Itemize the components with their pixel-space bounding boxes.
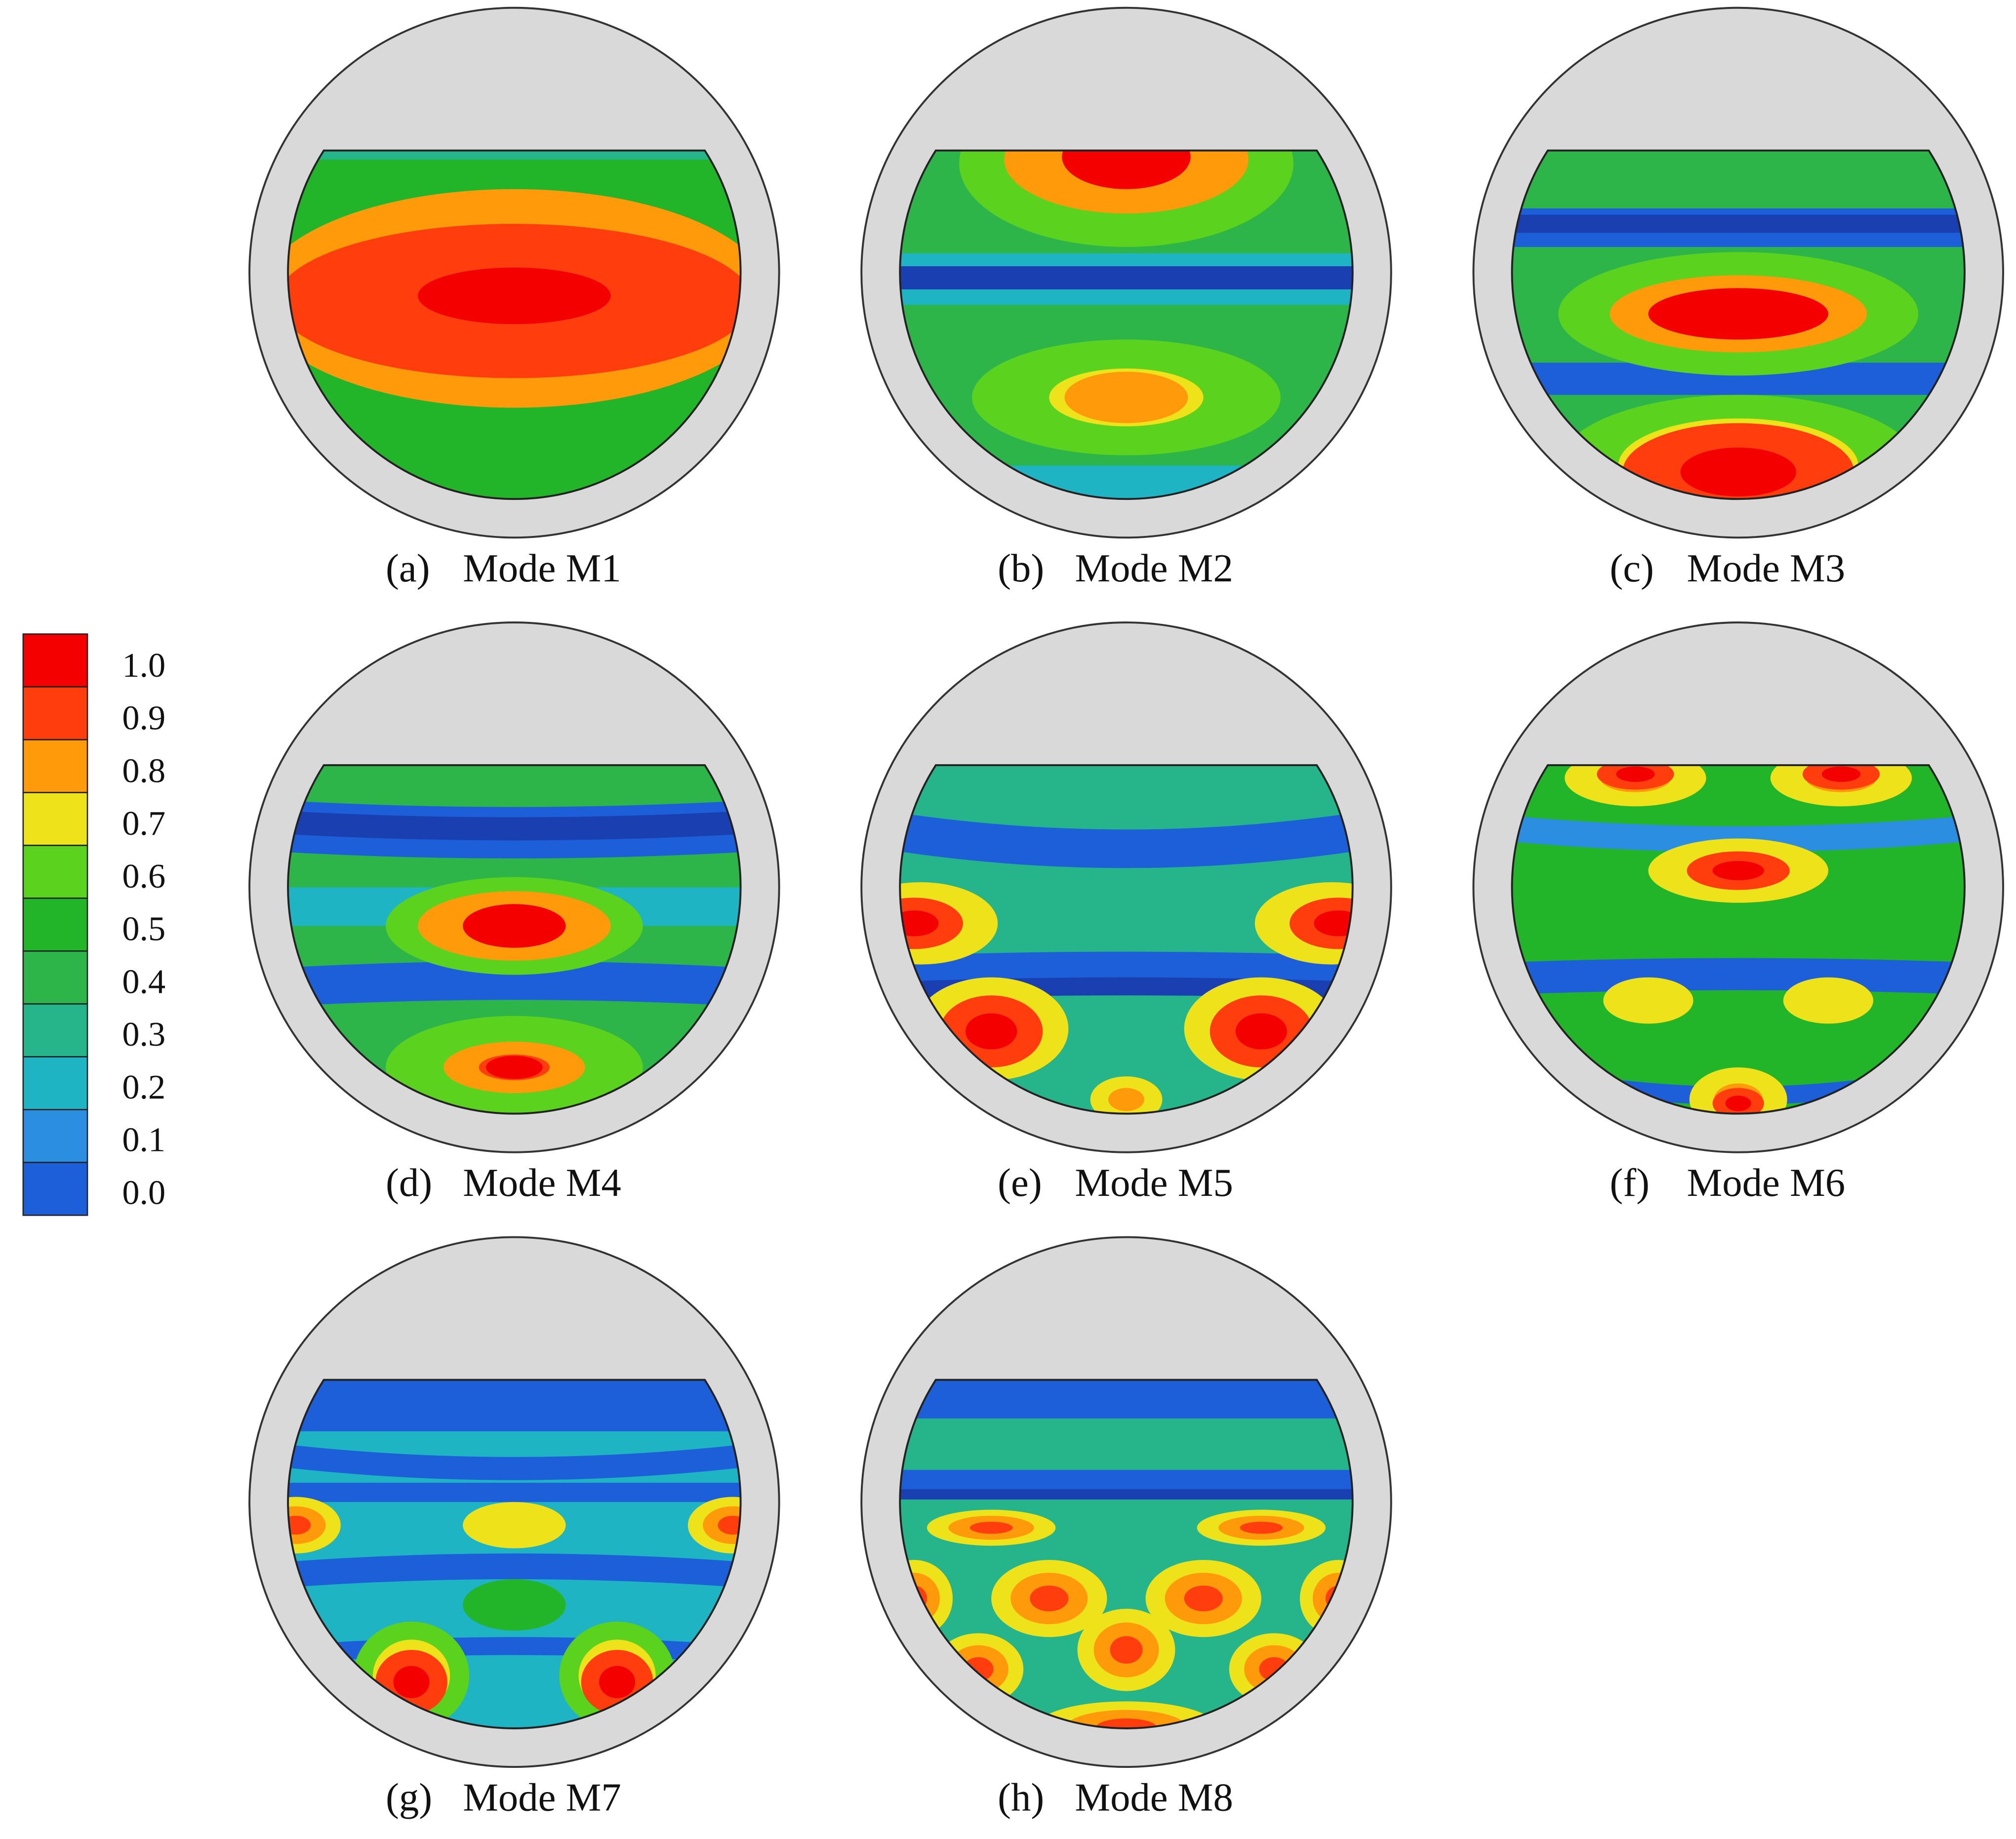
colorbar-label: 0.3	[122, 1015, 165, 1054]
mode-field	[1512, 150, 1965, 499]
mode-panel	[860, 6, 1392, 539]
mode-field	[288, 1380, 741, 1728]
mode-field	[900, 150, 1353, 499]
panel-tag: (d)	[386, 1161, 432, 1205]
panel-tag: (f)	[1610, 1161, 1650, 1205]
panel-title: Mode M6	[1687, 1161, 1846, 1205]
fluid-outline	[287, 1379, 742, 1729]
fluid-outline	[899, 149, 1354, 500]
mode-panel	[248, 6, 780, 539]
colorbar-label: 1.0	[122, 646, 165, 685]
colorbar-swatch	[22, 1161, 88, 1216]
colorbar-swatch	[22, 1056, 88, 1110]
mode-field	[288, 150, 741, 499]
mode-panel	[1472, 6, 2004, 539]
mode-panel	[248, 1236, 780, 1768]
colorbar-swatch	[22, 1109, 88, 1163]
panel-title: Mode M4	[463, 1161, 621, 1205]
colorbar-label: 0.7	[122, 804, 165, 843]
colorbar-swatch	[22, 950, 88, 1005]
fluid-outline	[287, 764, 742, 1115]
colorbar-label: 0.6	[122, 857, 165, 896]
fluid-outline	[1511, 149, 1966, 500]
colorbar-label: 0.4	[122, 962, 165, 1001]
colorbar-swatch	[22, 686, 88, 740]
panel-title: Mode M2	[1075, 546, 1233, 590]
colorbar-label: 0.0	[122, 1173, 165, 1212]
colorbar-label: 0.9	[122, 699, 165, 737]
mode-panel	[1472, 621, 2004, 1153]
colorbar-label: 0.5	[122, 910, 165, 948]
colorbar-swatch	[22, 633, 88, 688]
colorbar-swatch	[22, 1003, 88, 1058]
fluid-outline	[1511, 764, 1966, 1115]
colorbar-label: 0.2	[122, 1068, 165, 1106]
panel-title: Mode M5	[1075, 1161, 1233, 1205]
panel-tag: (c)	[1610, 546, 1654, 590]
fluid-outline	[899, 764, 1354, 1115]
colorbar-label: 0.8	[122, 751, 165, 790]
panel-tag: (h)	[998, 1776, 1044, 1820]
colorbar-swatch	[22, 739, 88, 793]
fluid-outline	[287, 149, 742, 500]
colorbar-label: 0.1	[122, 1121, 165, 1159]
colorbar-swatch	[22, 792, 88, 846]
fluid-outline	[899, 1379, 1354, 1729]
colorbar-swatch	[22, 898, 88, 952]
panel-title: Mode M1	[463, 546, 621, 590]
panel-tag: (e)	[998, 1161, 1042, 1205]
panel-tag: (b)	[998, 546, 1044, 590]
colorbar-swatch	[22, 845, 88, 899]
panel-tag: (g)	[386, 1776, 432, 1820]
panel-title: Mode M8	[1075, 1776, 1233, 1820]
panel-tag: (a)	[386, 546, 430, 590]
mode-panel	[860, 1236, 1392, 1768]
mode-panel	[860, 621, 1392, 1153]
mode-panel	[248, 621, 780, 1153]
panel-title: Mode M7	[463, 1776, 621, 1820]
mode-field	[900, 765, 1353, 1114]
mode-field	[900, 1380, 1353, 1728]
mode-field	[1512, 765, 1965, 1114]
mode-field	[288, 765, 741, 1114]
panel-title: Mode M3	[1687, 546, 1846, 590]
